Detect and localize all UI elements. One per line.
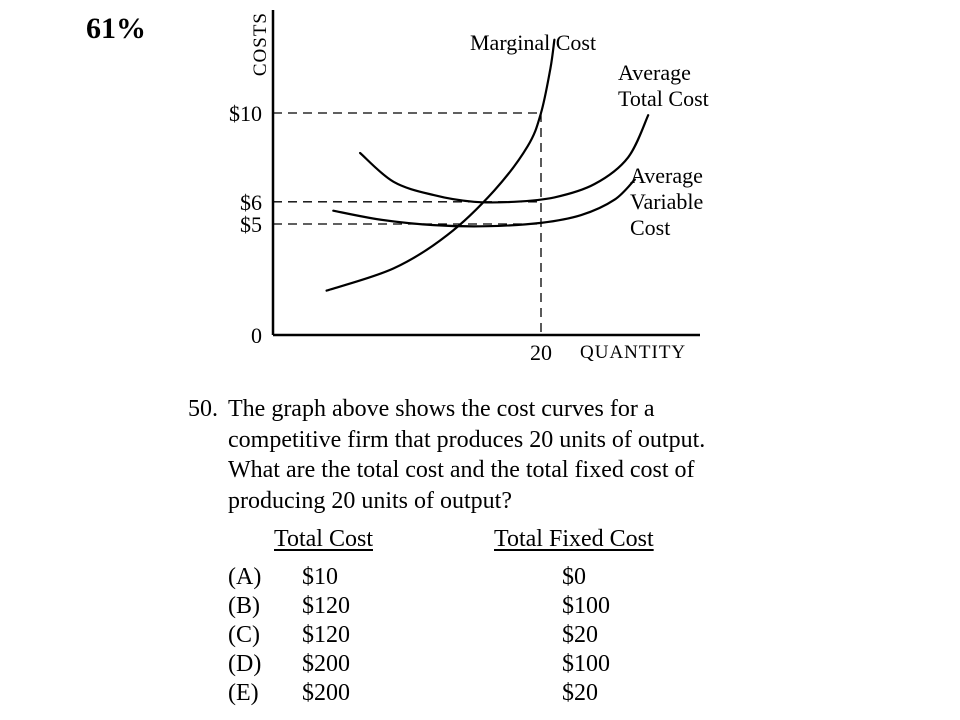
y-tick-label: 0 (251, 323, 262, 348)
cost-curves-chart: COSTS QUANTITY 0 $5$6 $10 20 Marginal Cost A… (229, 10, 709, 365)
option-total-cost: $200 (302, 651, 350, 677)
option-e[interactable]: (E) $200 $20 (0, 680, 960, 709)
option-total-cost: $120 (302, 622, 350, 648)
option-a[interactable]: (A) $10 $0 (0, 564, 960, 593)
option-total-fixed-cost: $100 (562, 651, 610, 677)
label-average-variable-cost: Average Variable Cost (630, 163, 703, 240)
option-total-cost: $120 (302, 593, 350, 619)
average-total-cost-curve (359, 114, 650, 204)
option-letter: (D) (228, 651, 262, 677)
header-total-fixed-cost: Total Fixed Cost (494, 526, 654, 552)
y-tick-label: $10 (229, 101, 262, 126)
average-variable-cost-curve (332, 178, 636, 228)
header-total-cost: Total Cost (274, 526, 373, 552)
question-line-4: producing 20 units of output? (228, 487, 512, 514)
question-line-1: The graph above shows the cost curves fo… (228, 396, 655, 422)
option-total-fixed-cost: $0 (562, 564, 586, 590)
option-total-cost: $200 (302, 680, 350, 706)
series-label-line: Average (630, 163, 703, 188)
series-label-line: Total Cost (618, 86, 709, 111)
percent-label: 61% (86, 12, 146, 45)
label-marginal-cost: Marginal Cost (470, 30, 596, 55)
option-letter: (E) (228, 680, 259, 706)
option-b[interactable]: (B) $120 $100 (0, 593, 960, 622)
option-letter: (A) (228, 564, 262, 590)
answer-table-header: Total Cost Total Fixed Cost (0, 526, 960, 560)
question-line-2: competitive firm that produces 20 units … (228, 426, 706, 453)
option-total-fixed-cost: $100 (562, 593, 610, 619)
question-block: 50. The graph above shows the cost curve… (188, 394, 788, 516)
series-label-line: Marginal Cost (470, 30, 596, 55)
option-c[interactable]: (C) $120 $20 (0, 622, 960, 651)
option-letter: (C) (228, 622, 260, 648)
series-curves (325, 38, 650, 292)
series-label-line: Cost (630, 215, 670, 240)
question-number: 50. (188, 396, 218, 422)
option-total-cost: $10 (302, 564, 338, 590)
y-axis-label: COSTS (250, 12, 271, 76)
y-tick-label: $6 (240, 190, 262, 215)
option-total-fixed-cost: $20 (562, 622, 598, 648)
series-label-line: Average (618, 60, 691, 85)
option-total-fixed-cost: $20 (562, 680, 598, 706)
option-letter: (B) (228, 593, 260, 619)
axes: COSTS QUANTITY (250, 10, 700, 363)
question-line-3: What are the total cost and the total fi… (228, 457, 695, 483)
x-tick-label: 20 (530, 340, 552, 365)
label-average-total-cost: Average Total Cost (618, 60, 709, 111)
marginal-cost-curve (325, 38, 556, 292)
option-d[interactable]: (D) $200 $100 (0, 651, 960, 680)
tick-labels: 0 $5$6 $10 20 (229, 101, 552, 365)
y-tick-label: $5 (240, 212, 262, 237)
x-axis-label: QUANTITY (580, 342, 686, 363)
series-label-line: Variable (630, 189, 703, 214)
